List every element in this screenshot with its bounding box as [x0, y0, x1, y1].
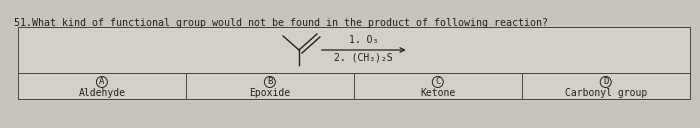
Text: D: D [603, 77, 608, 87]
Text: 2. (CH₃)₂S: 2. (CH₃)₂S [335, 53, 393, 63]
Text: Ketone: Ketone [420, 88, 456, 98]
Bar [18, 27, 690, 99]
Text: 1. O₃: 1. O₃ [349, 35, 379, 45]
Text: C: C [435, 77, 440, 87]
Text: Epoxide: Epoxide [249, 88, 290, 98]
Text: Carbonyl group: Carbonyl group [565, 88, 647, 98]
Text: 51.What kind of functional group would not be found in the product of following : 51.What kind of functional group would n… [14, 18, 548, 28]
Text: Aldehyde: Aldehyde [78, 88, 125, 98]
Text: B: B [267, 77, 272, 87]
Text: A: A [99, 77, 104, 87]
